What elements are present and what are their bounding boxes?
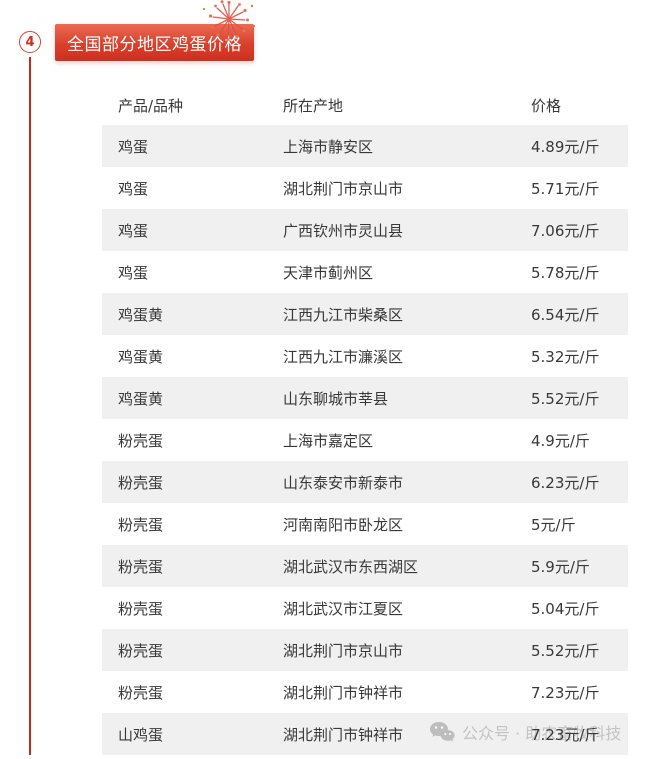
price-cell: 5.71元/斤	[531, 179, 600, 198]
product-cell: 鸡蛋	[118, 263, 149, 282]
table-header-row: 产品/品种 所在产地 价格	[102, 85, 628, 125]
price-cell: 6.54元/斤	[531, 305, 600, 324]
table-row: 粉壳蛋 湖北武汉市东西湖区 5.9元/斤	[102, 545, 628, 587]
origin-cell: 广西钦州市灵山县	[283, 221, 404, 240]
product-cell: 鸡蛋	[118, 179, 149, 198]
product-cell: 粉壳蛋	[118, 557, 164, 576]
price-cell: 5.52元/斤	[531, 389, 600, 408]
table-rows: 鸡蛋 上海市静安区 4.89元/斤 鸡蛋 湖北荆门市京山市 5.71元/斤 鸡蛋 广西钦州市灵…	[102, 125, 628, 755]
table-row: 鸡蛋黄 江西九江市濂溪区 5.32元/斤	[102, 335, 628, 377]
table-row: 鸡蛋 广西钦州市灵山县 7.06元/斤	[102, 209, 628, 251]
header-price: 价格	[531, 96, 562, 115]
header-product: 产品/品种	[118, 96, 184, 115]
table-row: 鸡蛋 上海市静安区 4.89元/斤	[102, 125, 628, 167]
price-cell: 7.23元/斤	[531, 683, 600, 702]
wechat-icon	[430, 722, 455, 742]
product-cell: 鸡蛋	[118, 137, 149, 156]
product-cell: 鸡蛋黄	[118, 305, 164, 324]
origin-cell: 湖北荆门市钟祥市	[283, 725, 404, 744]
origin-cell: 湖北荆门市京山市	[283, 179, 404, 198]
price-cell: 4.89元/斤	[531, 137, 600, 156]
price-cell: 5.52元/斤	[531, 641, 600, 660]
product-cell: 粉壳蛋	[118, 599, 164, 618]
price-cell: 5.78元/斤	[531, 263, 600, 282]
origin-cell: 湖北荆门市钟祥市	[283, 683, 404, 702]
origin-cell: 湖北武汉市江夏区	[283, 599, 404, 618]
table-row: 粉壳蛋 湖北武汉市江夏区 5.04元/斤	[102, 587, 628, 629]
watermark-text: 公众号 · 助农畜牧科技	[462, 724, 622, 743]
table-row: 粉壳蛋 河南南阳市卧龙区 5元/斤	[102, 503, 628, 545]
product-cell: 粉壳蛋	[118, 641, 164, 660]
price-cell: 4.9元/斤	[531, 431, 590, 450]
price-cell: 5.04元/斤	[531, 599, 600, 618]
price-cell: 5.9元/斤	[531, 557, 590, 576]
section-title-banner: 全国部分地区鸡蛋价格	[55, 24, 254, 61]
origin-cell: 天津市蓟州区	[283, 263, 374, 282]
table-row: 鸡蛋 天津市蓟州区 5.78元/斤	[102, 251, 628, 293]
section-number: 4	[25, 34, 35, 50]
table-row: 鸡蛋 湖北荆门市京山市 5.71元/斤	[102, 167, 628, 209]
price-cell: 7.23元/斤	[531, 725, 600, 744]
product-cell: 粉壳蛋	[118, 473, 164, 492]
price-cell: 6.23元/斤	[531, 473, 600, 492]
table-row: 鸡蛋黄 山东聊城市莘县 5.52元/斤	[102, 377, 628, 419]
product-cell: 粉壳蛋	[118, 515, 164, 534]
table-row: 鸡蛋黄 江西九江市柴桑区 6.54元/斤	[102, 293, 628, 335]
egg-price-table: 产品/品种 所在产地 价格 鸡蛋 上海市静安区 4.89元/斤 鸡蛋 湖北荆门市京山市 5…	[102, 85, 628, 755]
origin-cell: 湖北荆门市京山市	[283, 641, 404, 660]
product-cell: 粉壳蛋	[118, 431, 164, 450]
watermark: 公众号 · 助农畜牧科技	[429, 719, 621, 745]
section-number-badge: 4	[19, 31, 41, 53]
section-title: 全国部分地区鸡蛋价格	[67, 35, 242, 55]
table-row: 粉壳蛋 上海市嘉定区 4.9元/斤	[102, 419, 628, 461]
product-cell: 粉壳蛋	[118, 683, 164, 702]
origin-cell: 上海市静安区	[283, 137, 374, 156]
section-accent-line	[29, 57, 31, 755]
origin-cell: 江西九江市濂溪区	[283, 347, 404, 366]
product-cell: 鸡蛋黄	[118, 389, 164, 408]
header-origin: 所在产地	[283, 96, 344, 115]
origin-cell: 河南南阳市卧龙区	[283, 515, 404, 534]
origin-cell: 湖北武汉市东西湖区	[283, 557, 419, 576]
origin-cell: 山东泰安市新泰市	[283, 473, 404, 492]
origin-cell: 江西九江市柴桑区	[283, 305, 404, 324]
price-cell: 5元/斤	[531, 515, 576, 534]
product-cell: 鸡蛋黄	[118, 347, 164, 366]
table-row: 粉壳蛋 山东泰安市新泰市 6.23元/斤	[102, 461, 628, 503]
product-cell: 鸡蛋	[118, 221, 149, 240]
price-cell: 5.32元/斤	[531, 347, 600, 366]
firework-icon	[202, 0, 256, 41]
price-cell: 7.06元/斤	[531, 221, 600, 240]
table-row: 山鸡蛋 湖北荆门市钟祥市 7.23元/斤	[102, 713, 628, 755]
product-cell: 山鸡蛋	[118, 725, 164, 744]
origin-cell: 上海市嘉定区	[283, 431, 374, 450]
table-row: 粉壳蛋 湖北荆门市钟祥市 7.23元/斤	[102, 671, 628, 713]
origin-cell: 山东聊城市莘县	[283, 389, 389, 408]
table-row: 粉壳蛋 湖北荆门市京山市 5.52元/斤	[102, 629, 628, 671]
